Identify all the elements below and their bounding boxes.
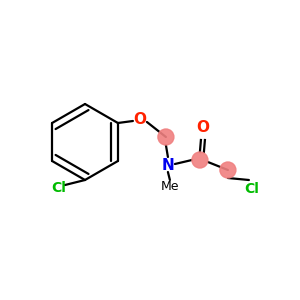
Text: Me: Me: [161, 179, 179, 193]
Circle shape: [192, 152, 208, 168]
Circle shape: [220, 162, 236, 178]
Text: Cl: Cl: [244, 182, 259, 196]
Circle shape: [158, 129, 174, 145]
Text: O: O: [134, 112, 146, 127]
Text: Cl: Cl: [52, 181, 66, 195]
Text: N: N: [161, 158, 174, 172]
Text: O: O: [196, 121, 209, 136]
